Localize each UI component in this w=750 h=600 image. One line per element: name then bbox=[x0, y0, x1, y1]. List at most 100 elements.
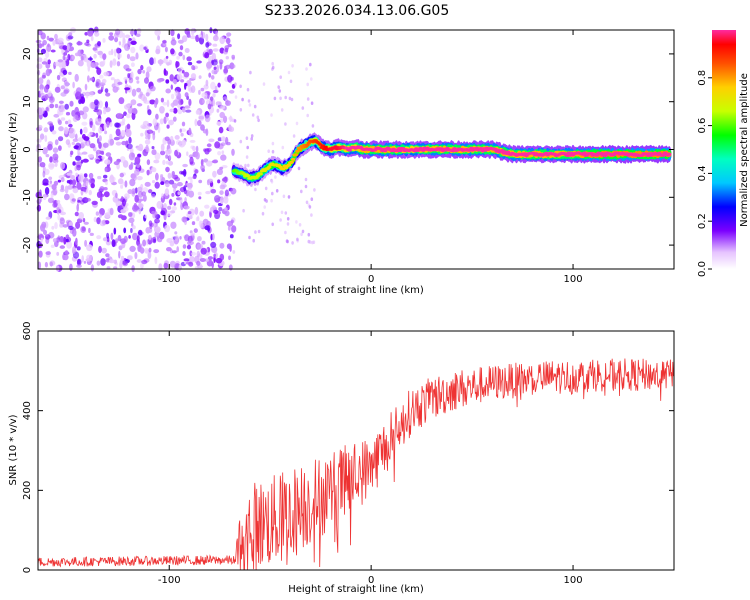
noise-speckle bbox=[145, 92, 150, 97]
noise-speckle bbox=[131, 188, 136, 195]
y-tick-label: -20 bbox=[22, 237, 33, 253]
noise-speckle bbox=[65, 234, 70, 239]
noise-speckle bbox=[113, 48, 117, 57]
noise-speckle bbox=[99, 213, 102, 218]
noise-speckle bbox=[146, 125, 151, 130]
noise-speckle bbox=[98, 135, 102, 142]
noise-speckle bbox=[169, 74, 174, 82]
noise-speckle bbox=[111, 239, 116, 248]
noise-speckle bbox=[86, 39, 90, 44]
noise-speckle bbox=[83, 173, 88, 178]
noise-speckle bbox=[197, 120, 202, 127]
noise-speckle bbox=[153, 57, 156, 65]
noise-speckle bbox=[286, 239, 289, 244]
noise-speckle bbox=[84, 239, 88, 247]
noise-speckle bbox=[155, 113, 159, 120]
noise-speckle bbox=[111, 83, 116, 88]
noise-speckle bbox=[131, 112, 136, 120]
noise-speckle bbox=[81, 121, 88, 126]
noise-speckle bbox=[244, 163, 247, 168]
noise-speckle bbox=[114, 238, 119, 244]
noise-speckle bbox=[136, 259, 142, 263]
noise-speckle bbox=[119, 156, 126, 163]
noise-speckle bbox=[117, 214, 124, 219]
noise-speckle bbox=[298, 223, 302, 227]
noise-speckle bbox=[287, 70, 291, 75]
noise-speckle bbox=[95, 132, 99, 138]
noise-speckle bbox=[219, 111, 225, 119]
noise-speckle bbox=[57, 235, 60, 240]
noise-speckle bbox=[181, 70, 185, 74]
noise-speckle bbox=[130, 40, 137, 45]
noise-speckle bbox=[136, 87, 142, 93]
noise-speckle bbox=[192, 145, 196, 152]
noise-speckle bbox=[72, 187, 79, 194]
noise-speckle bbox=[182, 54, 186, 61]
noise-speckle bbox=[72, 228, 77, 237]
noise-speckle bbox=[190, 27, 195, 36]
noise-speckle bbox=[151, 149, 157, 156]
noise-speckle bbox=[85, 180, 89, 186]
noise-speckle bbox=[117, 234, 122, 242]
noise-speckle bbox=[42, 178, 49, 186]
noise-speckle bbox=[155, 97, 159, 105]
noise-speckle bbox=[49, 96, 54, 101]
noise-speckle bbox=[160, 210, 166, 216]
noise-speckle bbox=[223, 96, 228, 100]
noise-speckle bbox=[124, 193, 130, 200]
noise-speckle bbox=[116, 61, 121, 67]
noise-speckle bbox=[295, 220, 298, 224]
noise-speckle bbox=[84, 83, 88, 91]
noise-speckle bbox=[172, 116, 177, 122]
noise-speckle bbox=[225, 37, 231, 45]
noise-speckle bbox=[81, 151, 88, 155]
noise-speckle bbox=[180, 171, 187, 175]
noise-speckle bbox=[209, 207, 214, 213]
noise-speckle bbox=[212, 48, 219, 52]
y-tick-label: 400 bbox=[22, 401, 33, 420]
noise-speckle bbox=[126, 103, 132, 107]
noise-speckle bbox=[211, 52, 217, 61]
noise-speckle bbox=[287, 195, 291, 199]
noise-speckle bbox=[159, 106, 165, 114]
noise-speckle bbox=[146, 129, 154, 134]
noise-speckle bbox=[198, 75, 202, 79]
noise-speckle bbox=[140, 262, 144, 269]
noise-speckle bbox=[86, 141, 90, 147]
noise-speckle bbox=[105, 152, 112, 157]
noise-speckle bbox=[88, 91, 94, 97]
noise-speckle bbox=[214, 195, 221, 203]
noise-speckle bbox=[170, 221, 177, 229]
noise-speckle bbox=[165, 112, 170, 118]
noise-speckle bbox=[89, 177, 95, 184]
noise-speckle bbox=[49, 156, 53, 163]
noise-speckle bbox=[308, 205, 312, 209]
noise-speckle bbox=[77, 199, 81, 203]
noise-speckle bbox=[182, 163, 188, 168]
noise-speckle bbox=[54, 61, 60, 67]
noise-speckle bbox=[138, 203, 144, 209]
noise-speckle bbox=[76, 182, 82, 190]
noise-speckle bbox=[76, 246, 81, 251]
noise-speckle bbox=[151, 193, 156, 198]
noise-speckle bbox=[156, 78, 163, 83]
noise-speckle bbox=[195, 216, 200, 222]
noise-speckle bbox=[78, 212, 84, 220]
noise-speckle bbox=[122, 182, 125, 186]
noise-speckle bbox=[220, 154, 227, 161]
noise-speckle bbox=[62, 55, 66, 61]
noise-speckle bbox=[126, 255, 133, 261]
noise-speckle bbox=[211, 69, 218, 75]
noise-speckle bbox=[271, 141, 275, 146]
noise-speckle bbox=[81, 133, 86, 140]
noise-speckle bbox=[85, 92, 89, 99]
noise-speckle bbox=[89, 173, 93, 179]
noise-speckle bbox=[84, 32, 88, 36]
noise-speckle bbox=[267, 149, 271, 153]
noise-speckle bbox=[168, 119, 175, 126]
noise-speckle bbox=[54, 33, 58, 40]
noise-speckle bbox=[221, 165, 228, 169]
noise-speckle bbox=[205, 42, 210, 48]
noise-speckle bbox=[129, 245, 136, 252]
noise-speckle bbox=[59, 236, 64, 243]
